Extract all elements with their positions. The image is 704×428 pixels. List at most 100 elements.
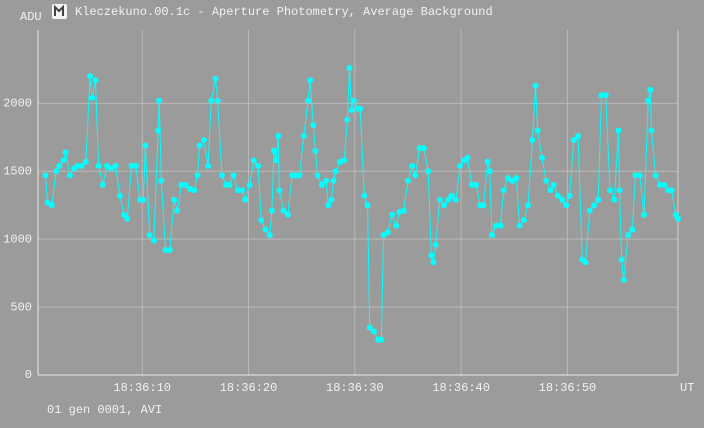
data-point bbox=[509, 177, 516, 184]
data-point bbox=[271, 147, 278, 154]
app-icon bbox=[52, 4, 67, 19]
data-point bbox=[452, 196, 459, 203]
data-point bbox=[409, 162, 416, 169]
data-point bbox=[99, 181, 106, 188]
data-point bbox=[357, 105, 364, 112]
data-point bbox=[550, 181, 557, 188]
data-point bbox=[155, 127, 162, 134]
data-point bbox=[566, 192, 573, 199]
data-point bbox=[208, 97, 215, 104]
data-point bbox=[425, 168, 432, 175]
data-point bbox=[668, 187, 675, 194]
data-point bbox=[305, 97, 312, 104]
data-point bbox=[488, 232, 495, 239]
data-point bbox=[62, 149, 69, 156]
data-point bbox=[332, 168, 339, 175]
y-tick-label: 2000 bbox=[3, 97, 32, 111]
data-point bbox=[486, 168, 493, 175]
data-point bbox=[325, 202, 332, 209]
data-point bbox=[200, 137, 207, 144]
data-point bbox=[616, 187, 623, 194]
data-point bbox=[108, 165, 115, 172]
data-point bbox=[620, 276, 627, 283]
data-point bbox=[273, 157, 280, 164]
data-point bbox=[310, 122, 317, 129]
data-point bbox=[457, 162, 464, 169]
data-point bbox=[661, 181, 668, 188]
y-axis-label: ADU bbox=[20, 10, 42, 24]
data-point bbox=[158, 177, 165, 184]
data-point bbox=[529, 137, 536, 144]
data-point bbox=[586, 207, 593, 214]
data-point bbox=[445, 196, 452, 203]
data-point bbox=[513, 175, 520, 182]
data-point bbox=[92, 77, 99, 84]
x-tick-label: 18:36:10 bbox=[113, 381, 171, 395]
data-point bbox=[250, 157, 257, 164]
data-point bbox=[191, 187, 198, 194]
data-point bbox=[480, 202, 487, 209]
x-tick-label: 18:36:50 bbox=[539, 381, 597, 395]
data-point bbox=[292, 172, 299, 179]
data-point bbox=[416, 145, 423, 152]
data-point bbox=[140, 196, 147, 203]
data-point bbox=[48, 202, 55, 209]
data-point bbox=[146, 232, 153, 239]
data-point bbox=[246, 181, 253, 188]
data-point bbox=[112, 162, 119, 169]
data-point bbox=[280, 207, 287, 214]
data-point bbox=[497, 222, 504, 229]
y-tick-label: 1000 bbox=[3, 232, 32, 246]
data-point bbox=[218, 172, 225, 179]
data-point bbox=[648, 127, 655, 134]
data-point bbox=[268, 207, 275, 214]
data-point bbox=[196, 142, 203, 149]
data-point bbox=[366, 324, 373, 331]
data-point bbox=[559, 196, 566, 203]
data-point bbox=[656, 181, 663, 188]
data-point bbox=[239, 187, 246, 194]
data-point bbox=[116, 192, 123, 199]
data-point bbox=[400, 207, 407, 214]
data-point bbox=[266, 232, 273, 239]
data-point bbox=[89, 94, 96, 101]
data-point bbox=[341, 157, 348, 164]
data-point bbox=[307, 77, 314, 84]
data-point bbox=[538, 154, 545, 161]
data-point bbox=[312, 147, 319, 154]
data-point bbox=[323, 177, 330, 184]
data-point bbox=[441, 202, 448, 209]
data-point bbox=[500, 187, 507, 194]
data-point bbox=[563, 202, 570, 209]
data-point bbox=[42, 172, 49, 179]
data-point bbox=[598, 92, 605, 99]
data-point bbox=[314, 172, 321, 179]
data-point bbox=[361, 192, 368, 199]
data-point bbox=[178, 181, 185, 188]
data-point bbox=[468, 181, 475, 188]
x-tick-label: 18:36:30 bbox=[326, 381, 384, 395]
data-point bbox=[74, 162, 81, 169]
data-point bbox=[242, 196, 249, 203]
data-point bbox=[258, 217, 265, 224]
data-point bbox=[504, 175, 511, 182]
data-point bbox=[300, 132, 307, 139]
data-point bbox=[575, 132, 582, 139]
data-point bbox=[606, 187, 613, 194]
x-tick-label: 18:36:20 bbox=[220, 381, 278, 395]
data-point bbox=[389, 211, 396, 218]
data-point bbox=[595, 196, 602, 203]
data-point bbox=[276, 187, 283, 194]
data-point bbox=[364, 202, 371, 209]
data-point bbox=[570, 137, 577, 144]
y-tick-label: 500 bbox=[10, 300, 32, 314]
data-point bbox=[625, 232, 632, 239]
footer: 01 gen 0001, AVI bbox=[47, 403, 162, 417]
data-point bbox=[384, 229, 391, 236]
data-point bbox=[171, 196, 178, 203]
data-point bbox=[194, 172, 201, 179]
data-point bbox=[230, 172, 237, 179]
data-point bbox=[82, 158, 89, 165]
data-point bbox=[393, 222, 400, 229]
